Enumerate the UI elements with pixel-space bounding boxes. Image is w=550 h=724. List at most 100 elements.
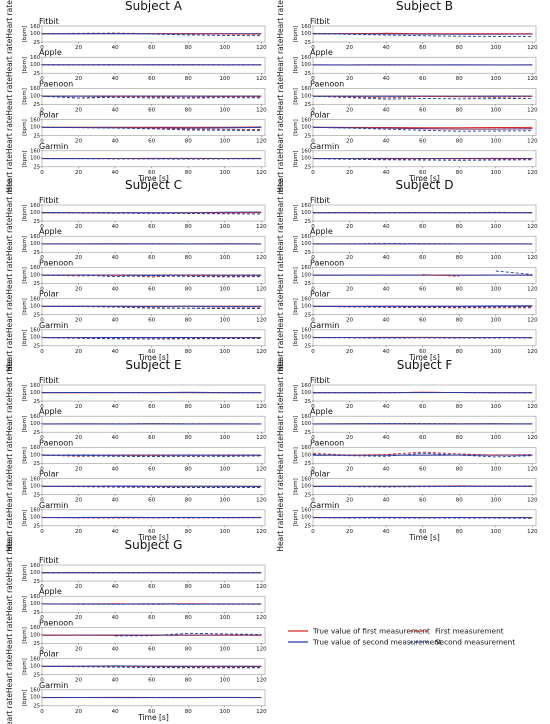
x-tick-label: 60 (419, 404, 426, 410)
legend: True value of first measurement True valu… (288, 627, 515, 647)
x-tick-label: 80 (185, 45, 192, 51)
x-tick-label: 60 (419, 466, 426, 472)
y-tick-label: 160 (30, 86, 40, 92)
x-tick-label: 20 (75, 45, 82, 51)
x-tick-label: 60 (148, 498, 155, 504)
y-tick-label: 160 (301, 265, 311, 271)
y-tick-label: 100 (30, 390, 40, 396)
x-tick-label: 60 (419, 45, 426, 51)
y-unit-label: [bpm] (22, 478, 28, 495)
x-tick-label: 40 (112, 224, 119, 230)
y-tick-label: 25 (304, 399, 311, 405)
y-unit-label: [bpm] (293, 236, 299, 253)
y-tick-label: 160 (301, 55, 311, 61)
x-tick-label: 0 (311, 435, 315, 441)
x-tick-label: 0 (40, 76, 44, 82)
y-tick-label: 25 (33, 219, 40, 225)
x-tick-label: 40 (112, 529, 119, 535)
y-unit-label: [bpm] (22, 88, 28, 105)
y-tick-label: 160 (301, 414, 311, 420)
device-label: Polar (39, 650, 60, 659)
x-tick-label: 0 (40, 349, 44, 355)
x-tick-label: 100 (491, 404, 502, 410)
y-unit-label: [bpm] (293, 150, 299, 167)
x-tick-label: 20 (75, 646, 82, 652)
x-tick-label: 40 (383, 107, 390, 113)
x-tick-label: 20 (346, 286, 353, 292)
x-tick-label: 120 (256, 435, 267, 441)
device-label: Paenoon (39, 618, 73, 627)
x-tick-label: 100 (220, 45, 231, 51)
x-tick-label: 20 (346, 529, 353, 535)
x-tick-label: 20 (346, 466, 353, 472)
x-tick-label: 0 (311, 45, 315, 51)
legend-label: First measurement (435, 627, 504, 636)
series-second-measurement (41, 274, 262, 278)
device-label: Fitbit (39, 376, 59, 385)
y-tick-label: 25 (33, 399, 40, 405)
x-tick-label: 40 (383, 255, 390, 261)
device-label: Apple (39, 48, 62, 57)
x-tick-label: 100 (491, 286, 502, 292)
x-tick-label: 20 (346, 139, 353, 145)
x-tick-label: 100 (220, 170, 231, 176)
x-tick-label: 80 (185, 318, 192, 324)
y-unit-label: [bpm] (293, 447, 299, 464)
series-second-measurement (41, 158, 262, 160)
x-tick-label: 100 (220, 498, 231, 504)
x-tick-label: 100 (220, 678, 231, 684)
x-tick-label: 80 (185, 404, 192, 410)
y-tick-label: 160 (30, 383, 40, 389)
device-label: Fitbit (39, 17, 59, 26)
y-tick-label: 25 (304, 492, 311, 498)
x-tick-label: 120 (256, 646, 267, 652)
x-tick-label: 100 (491, 139, 502, 145)
x-tick-label: 80 (185, 224, 192, 230)
panel-polar: Polar 25 100 160[bpm] 0 20 40 60 80 100 120 (293, 290, 538, 324)
x-tick-label: 60 (148, 584, 155, 590)
x-tick-label: 100 (220, 584, 231, 590)
y-tick-label: 100 (30, 515, 40, 521)
device-label: Fitbit (39, 196, 59, 205)
series-first-measurement (422, 274, 460, 277)
y-unit-label: [bpm] (22, 447, 28, 464)
x-tick-label: 40 (112, 45, 119, 51)
y-unit-label: [bpm] (293, 298, 299, 315)
y-tick-label: 160 (301, 117, 311, 123)
y-unit-label: [bpm] (293, 385, 299, 402)
x-tick-label: 120 (256, 404, 267, 410)
x-tick-label: 100 (491, 466, 502, 472)
x-tick-label: 20 (346, 498, 353, 504)
x-tick-label: 80 (456, 255, 463, 261)
x-tick-label: 100 (491, 498, 502, 504)
subject-title: Subject A (125, 0, 183, 13)
series-first-measurement (41, 454, 262, 457)
x-tick-label: 120 (256, 466, 267, 472)
device-label: Apple (310, 407, 333, 416)
x-tick-label: 0 (40, 255, 44, 261)
x-tick-label: 80 (185, 678, 192, 684)
y-tick-label: 100 (30, 664, 40, 670)
x-tick-label: 20 (75, 76, 82, 82)
x-tick-label: 80 (185, 529, 192, 535)
x-tick-label: 100 (491, 318, 502, 324)
y-unit-label: [bpm] (22, 689, 28, 706)
series-second-measurement (312, 517, 533, 519)
x-tick-label: 100 (220, 349, 231, 355)
x-tick-label: 100 (220, 224, 231, 230)
x-axis-label: Time [s] (408, 533, 440, 542)
y-tick-label: 100 (30, 241, 40, 247)
device-label: Fitbit (310, 17, 330, 26)
y-tick-label: 25 (33, 40, 40, 46)
x-tick-label: 0 (311, 466, 315, 472)
